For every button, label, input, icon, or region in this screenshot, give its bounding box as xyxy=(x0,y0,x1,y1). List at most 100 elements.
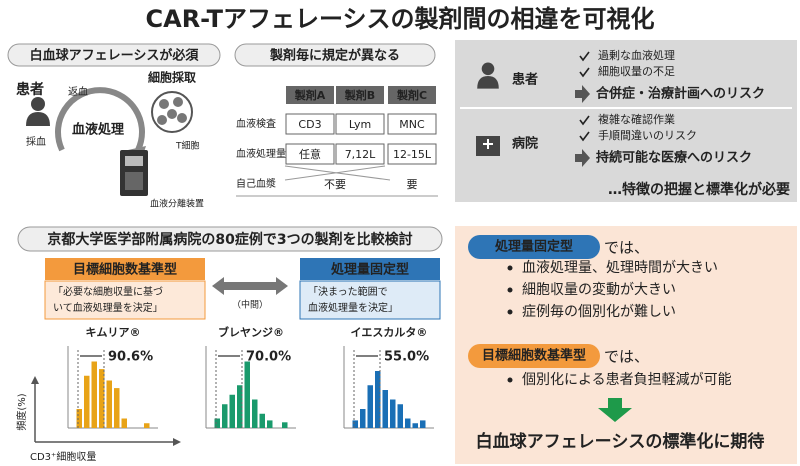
column-header xyxy=(286,86,334,104)
histogram-bar xyxy=(420,420,426,428)
histogram-bar xyxy=(412,423,418,428)
histogram-bar xyxy=(367,385,373,428)
quote-box xyxy=(299,280,441,320)
label: 白血球アフェレーシスの標準化に期待 xyxy=(476,431,765,452)
row-label: 自己血漿 xyxy=(236,177,276,190)
label: 目標細胞数基準型 xyxy=(73,262,177,278)
histogram-bar xyxy=(390,399,396,428)
quote-line: 血液処理量を決定」 xyxy=(308,301,398,314)
panel-header: 京都大学医学部附属病院の80症例で3つの製剤を比較検討 xyxy=(47,231,412,248)
row-label: 血液検査 xyxy=(236,117,276,130)
histogram-bar xyxy=(397,404,403,428)
cell xyxy=(159,99,169,109)
row-label: 血液処理量 xyxy=(236,147,286,160)
label: 処理量固定型 xyxy=(494,239,573,255)
check-icon xyxy=(579,131,590,142)
rate-label: 55.0% xyxy=(384,350,429,365)
down-arrow xyxy=(598,398,632,422)
product-name: キムリア® xyxy=(86,326,141,339)
label: 合併症・治療計画へのリスク xyxy=(596,86,765,102)
column-label: 製剤A xyxy=(294,88,326,102)
label: では、 xyxy=(604,348,649,366)
histogram-bar xyxy=(114,388,120,428)
quote-line: いて血液処理量を決定」 xyxy=(53,301,163,314)
quote-box xyxy=(44,280,206,320)
cycle-arrow xyxy=(55,87,145,152)
page-title: CAR-Tアフェレーシスの製剤間の相違を可視化 xyxy=(146,5,655,33)
bullet xyxy=(507,309,513,315)
type-label-box xyxy=(45,258,205,280)
check-icon xyxy=(579,67,590,78)
histogram-bar xyxy=(222,404,228,428)
bullet-text: 症例毎の個別化が難しい xyxy=(522,304,676,320)
person-icon xyxy=(31,97,45,111)
label: 細胞収量の不足 xyxy=(598,65,675,78)
label: 患者 xyxy=(16,81,44,98)
label: …特徴の把握と標準化が必要 xyxy=(608,181,790,198)
pill xyxy=(468,235,600,259)
histogram-bar xyxy=(144,423,150,428)
axis-title: 頻度(%) xyxy=(15,393,28,430)
pill xyxy=(234,43,436,67)
label: 持続可能な医療へのリスク xyxy=(596,150,752,166)
column-label: 製剤C xyxy=(396,88,427,102)
histogram-bar xyxy=(405,418,411,428)
histogram-bar xyxy=(106,380,112,428)
cell-text: Lym xyxy=(349,118,371,131)
label: 病院 xyxy=(512,136,538,152)
label: 細胞採取 xyxy=(148,70,196,85)
label: 複雑な確認作業 xyxy=(598,112,675,126)
cell-box xyxy=(285,113,335,135)
label: 過剰な血液処理 xyxy=(598,48,675,62)
quote-line: 「決まった範囲で xyxy=(308,285,388,298)
label: 返血 xyxy=(68,85,88,98)
bullet-text: 血液処理量、処理時間が大きい xyxy=(522,260,718,276)
bullet-text: 個別化による患者負担軽減が可能 xyxy=(522,371,732,388)
histogram-bar xyxy=(252,399,258,428)
check-icon xyxy=(579,51,590,62)
arrow-icon xyxy=(575,85,590,103)
pill xyxy=(468,344,600,368)
cell-text: CD3 xyxy=(298,118,321,131)
histogram-bar xyxy=(99,369,105,428)
risk-box xyxy=(455,40,797,202)
arrow-icon xyxy=(575,149,590,167)
device-screen xyxy=(125,156,143,166)
column-label: 製剤B xyxy=(344,88,375,102)
cell-text: 7,12L xyxy=(345,148,376,161)
histogram-bar xyxy=(375,371,381,428)
histogram-bar xyxy=(352,420,358,428)
histogram-bar xyxy=(121,418,127,428)
label: （中間） xyxy=(232,299,268,311)
pill xyxy=(7,43,221,67)
label: 血液処理 xyxy=(72,122,124,138)
panel-header: 製剤毎に規定が異なる xyxy=(269,48,400,64)
double-arrow xyxy=(212,277,288,295)
histogram-bar xyxy=(360,409,366,428)
type-label-box xyxy=(300,258,440,280)
panel-header: 白血球アフェレーシスが必須 xyxy=(30,48,200,64)
histogram-bar xyxy=(91,361,97,428)
device-panel xyxy=(125,172,143,190)
axis-arrow-head xyxy=(173,438,181,446)
label: 手順間違いのリスク xyxy=(598,128,697,142)
histogram-bar xyxy=(237,385,243,428)
label: 患者 xyxy=(512,72,538,88)
check-icon xyxy=(579,115,590,126)
bullet xyxy=(507,265,513,271)
histogram-bar xyxy=(244,361,250,428)
cell xyxy=(173,97,183,107)
cell-box xyxy=(335,143,385,165)
bullet xyxy=(507,287,513,293)
rate-label: 90.6% xyxy=(108,350,153,365)
histogram-bar xyxy=(76,409,82,428)
histogram-bar xyxy=(282,422,288,428)
label: T細胞 xyxy=(175,140,200,152)
histogram-bar xyxy=(382,390,388,428)
column-header xyxy=(336,86,384,104)
histogram-bar xyxy=(259,413,265,428)
cell-text: 任意 xyxy=(299,147,321,161)
label: 血液分離装置 xyxy=(150,198,204,210)
histogram-bar xyxy=(214,418,220,428)
rate-label: 70.0% xyxy=(246,350,291,365)
